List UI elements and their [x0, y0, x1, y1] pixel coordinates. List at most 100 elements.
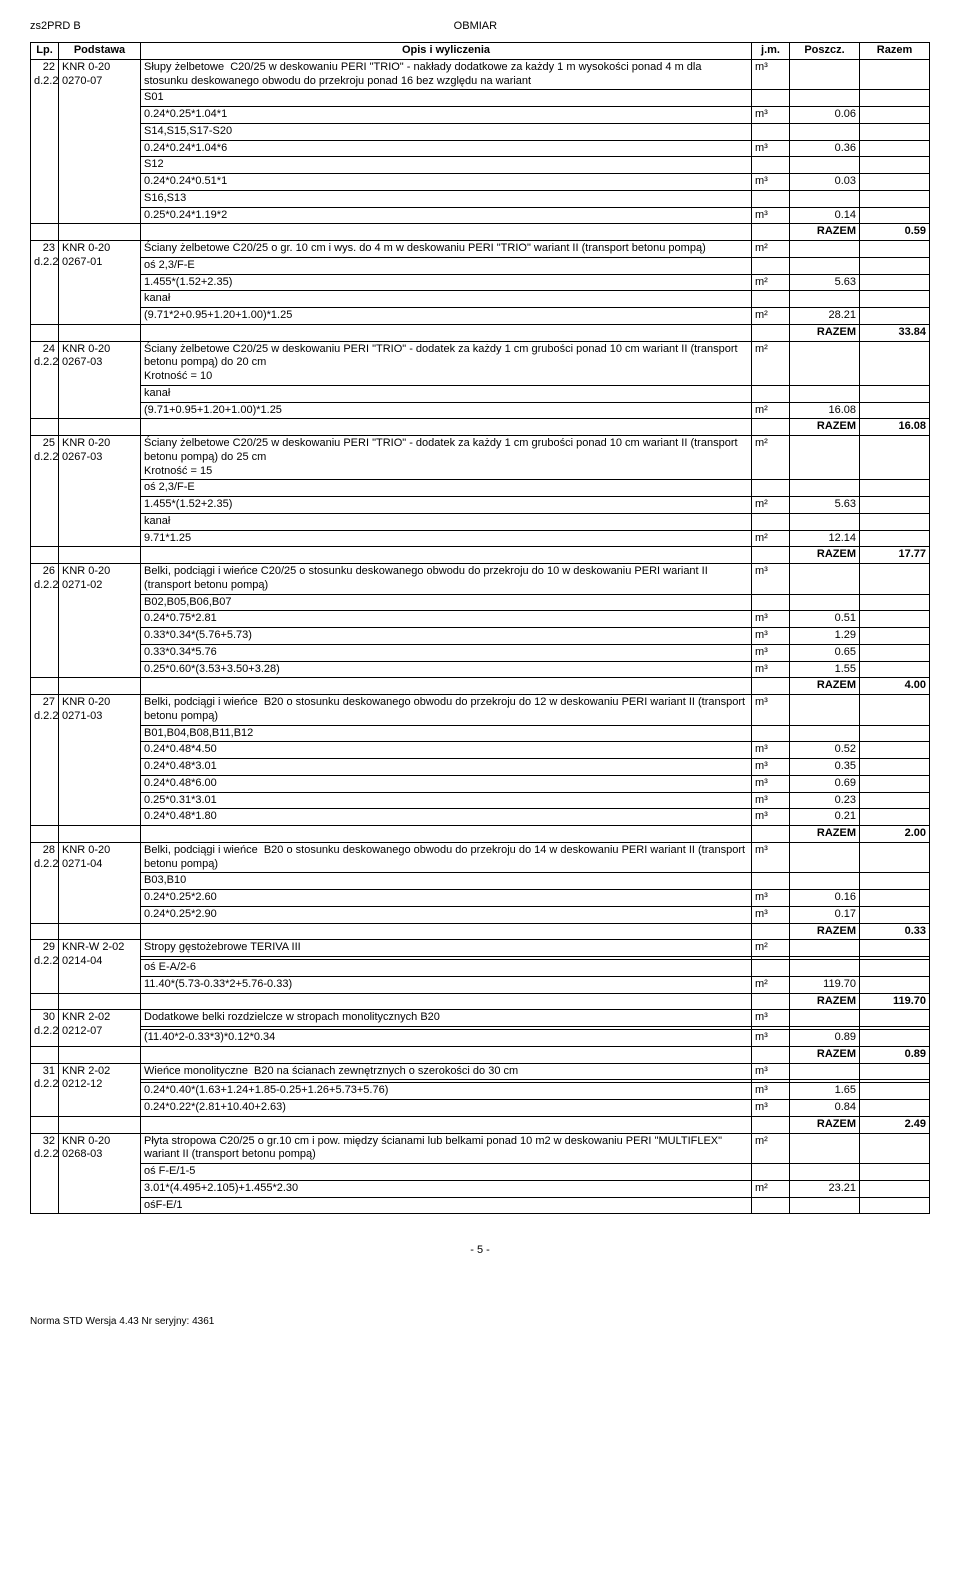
- cell-razem-empty: [860, 906, 930, 923]
- table-row: 0.24*0.25*2.90m³0.17: [31, 906, 930, 923]
- table-row: 24 d.2.2KNR 0-20 0267-03Ściany żelbetowe…: [31, 341, 930, 385]
- cell-razem-empty: [860, 513, 930, 530]
- table-row: S01: [31, 90, 930, 107]
- cell-opis-empty: [141, 1116, 752, 1133]
- cell-calc: 0.24*0.48*1.80: [141, 809, 752, 826]
- razem-row: RAZEM33.84: [31, 324, 930, 341]
- cell-jm: m³: [752, 661, 790, 678]
- cell-opis-empty: [141, 1046, 752, 1063]
- cell-poszcz: [790, 241, 860, 258]
- razem-label: RAZEM: [790, 419, 860, 436]
- razem-row: RAZEM2.49: [31, 1116, 930, 1133]
- cell-podstawa: KNR 0-20 0271-02: [59, 564, 141, 678]
- table-row: 0.24*0.48*1.80m³0.21: [31, 809, 930, 826]
- cell-poszcz: 1.55: [790, 661, 860, 678]
- razem-label: RAZEM: [790, 1046, 860, 1063]
- razem-value: 17.77: [860, 547, 930, 564]
- cell-calc: 3.01*(4.495+2.105)+1.455*2.30: [141, 1180, 752, 1197]
- cell-poszcz: 0.03: [790, 174, 860, 191]
- table-row: 1.455*(1.52+2.35)m²5.63: [31, 274, 930, 291]
- razem-label: RAZEM: [790, 224, 860, 241]
- cell-razem-empty: [860, 960, 930, 977]
- cell-pod-empty: [59, 547, 141, 564]
- cell-jm: m³: [752, 1063, 790, 1080]
- cell-calc: 0.24*0.22*(2.81+10.40+2.63): [141, 1100, 752, 1117]
- cell-razem-empty: [860, 402, 930, 419]
- cell-opis-empty: [141, 224, 752, 241]
- cell-lp-empty: [31, 1116, 59, 1133]
- cell-razem-empty: [860, 792, 930, 809]
- razem-row: RAZEM0.33: [31, 923, 930, 940]
- cell-podstawa: KNR 0-20 0267-03: [59, 341, 141, 419]
- cell-jm: m³: [752, 890, 790, 907]
- razem-value: 119.70: [860, 993, 930, 1010]
- razem-label: RAZEM: [790, 547, 860, 564]
- table-row: (9.71*2+0.95+1.20+1.00)*1.25m²28.21: [31, 308, 930, 325]
- cell-pod-empty: [59, 826, 141, 843]
- cell-razem-empty: [860, 695, 930, 726]
- table-row: 0.24*0.22*(2.81+10.40+2.63)m³0.84: [31, 1100, 930, 1117]
- table-row: oś F-E/1-5: [31, 1164, 930, 1181]
- cell-razem-empty: [860, 59, 930, 90]
- cell-razem-empty: [860, 291, 930, 308]
- cell-razem-empty: [860, 530, 930, 547]
- cell-opis-empty: [141, 324, 752, 341]
- cell-poszcz: [790, 873, 860, 890]
- cell-razem-empty: [860, 594, 930, 611]
- table-row: 28 d.2.2KNR 0-20 0271-04Belki, podciągi …: [31, 842, 930, 873]
- razem-value: 0.33: [860, 923, 930, 940]
- cell-calc: 0.24*0.75*2.81: [141, 611, 752, 628]
- razem-row: RAZEM0.59: [31, 224, 930, 241]
- cell-jm: m³: [752, 775, 790, 792]
- table-row: 0.24*0.24*0.51*1m³0.03: [31, 174, 930, 191]
- cell-razem-empty: [860, 661, 930, 678]
- header-left: zs2PRD B: [30, 20, 81, 32]
- cell-razem-empty: [860, 976, 930, 993]
- razem-label: RAZEM: [790, 923, 860, 940]
- cell-podstawa: KNR 0-20 0268-03: [59, 1133, 141, 1214]
- razem-row: RAZEM0.89: [31, 1046, 930, 1063]
- cell-razem-empty: [860, 1063, 930, 1080]
- cell-jm: [752, 257, 790, 274]
- cell-poszcz: [790, 564, 860, 595]
- cell-poszcz: 1.29: [790, 628, 860, 645]
- cell-poszcz: 16.08: [790, 402, 860, 419]
- cell-opis-empty: [141, 923, 752, 940]
- cell-poszcz: 0.89: [790, 1030, 860, 1047]
- cell-jm: m²: [752, 1180, 790, 1197]
- cell-desc: Ściany żelbetowe C20/25 o gr. 10 cm i wy…: [141, 241, 752, 258]
- cell-lp: 25 d.2.2: [31, 436, 59, 547]
- cell-calc: 0.24*0.48*6.00: [141, 775, 752, 792]
- cell-poszcz: [790, 1010, 860, 1027]
- cell-jm-empty: [752, 678, 790, 695]
- cell-calc: 0.24*0.25*1.04*1: [141, 107, 752, 124]
- table-row: 30 d.2.2KNR 2-02 0212-07Dodatkowe belki …: [31, 1010, 930, 1027]
- cell-jm: m³: [752, 207, 790, 224]
- cell-calc: (11.40*2-0.33*3)*0.12*0.34: [141, 1030, 752, 1047]
- cell-lp-empty: [31, 923, 59, 940]
- cell-razem-empty: [860, 308, 930, 325]
- cell-pod-empty: [59, 923, 141, 940]
- cell-calc: ośF-E/1: [141, 1197, 752, 1214]
- cell-poszcz: 0.52: [790, 742, 860, 759]
- cell-podstawa: KNR 2-02 0212-12: [59, 1063, 141, 1116]
- table-row: 29 d.2.2KNR-W 2-02 0214-04Stropy gęstoże…: [31, 940, 930, 957]
- cell-razem-empty: [860, 940, 930, 957]
- cell-razem-empty: [860, 759, 930, 776]
- cell-jm: [752, 190, 790, 207]
- cell-calc: kanał: [141, 291, 752, 308]
- cell-opis-empty: [141, 678, 752, 695]
- cell-pod-empty: [59, 678, 141, 695]
- table-row: 31 d.2.2KNR 2-02 0212-12Wieńce monolityc…: [31, 1063, 930, 1080]
- cell-lp: 30 d.2.2: [31, 1010, 59, 1047]
- cell-poszcz: 0.14: [790, 207, 860, 224]
- cell-razem-empty: [860, 1100, 930, 1117]
- cell-pod-empty: [59, 324, 141, 341]
- razem-label: RAZEM: [790, 826, 860, 843]
- cell-poszcz: [790, 341, 860, 385]
- footer-text: Norma STD Wersja 4.43 Nr seryjny: 4361: [30, 1316, 930, 1327]
- cell-lp-empty: [31, 678, 59, 695]
- table-row: 32 d.2.2KNR 0-20 0268-03Płyta stropowa C…: [31, 1133, 930, 1164]
- cell-razem-empty: [860, 1180, 930, 1197]
- cell-jm-empty: [752, 324, 790, 341]
